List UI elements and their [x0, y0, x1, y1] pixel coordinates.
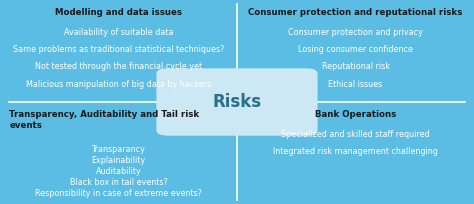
Text: Reputational risk: Reputational risk — [321, 62, 390, 71]
Text: Black box in tail events?: Black box in tail events? — [70, 178, 167, 187]
Text: Specialized and skilled staff required: Specialized and skilled staff required — [281, 130, 430, 139]
Text: Losing consumer confidence: Losing consumer confidence — [298, 45, 413, 54]
Text: Consumer protection and privacy: Consumer protection and privacy — [288, 28, 423, 37]
Text: Transparency, Auditability and Tail risk
events: Transparency, Auditability and Tail risk… — [9, 110, 200, 130]
Text: Malicious manipulation of big data by hackers: Malicious manipulation of big data by ha… — [26, 80, 211, 89]
Text: Bank Operations: Bank Operations — [315, 110, 396, 119]
Text: Availability of suitable data: Availability of suitable data — [64, 28, 173, 37]
Text: Risks: Risks — [212, 93, 262, 111]
Text: Not tested through the financial cycle yet: Not tested through the financial cycle y… — [35, 62, 202, 71]
Text: Auditability: Auditability — [96, 167, 141, 176]
Text: Explainability: Explainability — [91, 156, 146, 165]
Text: Integrated risk management challenging: Integrated risk management challenging — [273, 147, 438, 156]
Text: Consumer protection and reputational risks: Consumer protection and reputational ris… — [248, 8, 463, 17]
Text: Same problems as traditional statistical techniques?: Same problems as traditional statistical… — [13, 45, 224, 54]
FancyBboxPatch shape — [156, 68, 318, 136]
Text: Modelling and data issues: Modelling and data issues — [55, 8, 182, 17]
Text: Ethical issues: Ethical issues — [328, 80, 383, 89]
Text: Responsibility in case of extreme events?: Responsibility in case of extreme events… — [35, 189, 202, 198]
Text: Transparancy: Transparancy — [91, 145, 146, 154]
